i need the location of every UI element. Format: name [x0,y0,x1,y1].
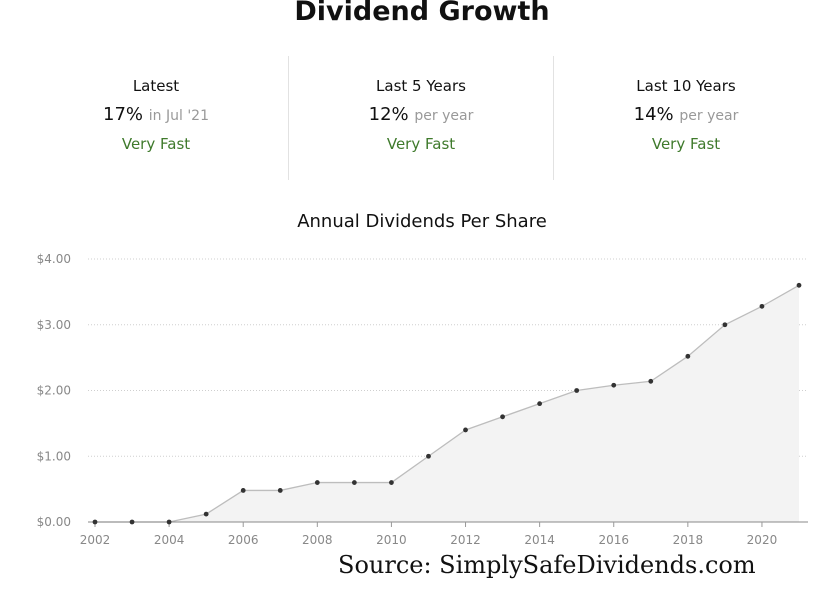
data-point [277,488,283,493]
x-tick-label: 2006 [228,533,259,547]
x-tick-label: 2010 [376,533,407,547]
x-tick-label: 2020 [747,533,778,547]
data-point [574,388,580,393]
y-tick-label: $0.00 [37,515,71,529]
chart-title: Annual Dividends Per Share [297,211,547,232]
stats-row: Latest 17% in Jul '21 Very Fast Last 5 Y… [24,56,816,180]
y-tick-label: $4.00 [37,252,71,266]
x-tick-label: 2012 [450,533,481,547]
page-title: Dividend Growth [294,0,550,27]
data-point [129,519,135,525]
stat-value: 17% [103,104,144,125]
data-point [166,519,172,525]
stat-value: 12% [368,104,409,125]
x-tick-label: 2018 [673,533,704,547]
stat-rating: Very Fast [386,135,456,153]
series-line [95,284,800,523]
data-point [389,480,394,485]
stat-unit: per year [414,108,474,124]
data-point [537,401,543,407]
x-tick-label: 2008 [302,533,333,547]
source-caption: Source: SimplySafeDividends.com [338,551,756,579]
data-point [463,427,468,433]
stat-label: Latest [132,77,180,95]
stat-unit: in Jul '21 [148,108,209,124]
data-point [351,480,357,485]
stat-latest: Latest 17% in Jul '21 Very Fast [24,56,289,180]
stat-rating: Very Fast [651,135,721,153]
data-point [500,414,505,420]
stat-rating: Very Fast [121,135,191,153]
data-point [426,453,431,459]
stat-value-line: 14% per year [554,104,816,125]
x-tick-label: 2002 [80,533,111,547]
stat-value-line: 17% in Jul '21 [24,104,288,125]
data-point [92,519,98,525]
data-point [240,488,246,493]
stat-last-5-years: Last 5 Years 12% per year Very Fast [289,56,554,180]
x-tick-label: 2014 [524,533,555,547]
data-point [611,382,617,388]
data-point [648,378,654,384]
area-fill [95,285,799,522]
x-tick-label: 2016 [598,533,629,547]
stat-label: Last 5 Years [376,77,466,95]
data-point [796,282,802,288]
data-point [722,322,728,328]
stat-last-10-years: Last 10 Years 14% per year Very Fast [554,56,816,180]
stat-unit: per year [679,108,739,124]
stat-value: 14% [633,104,674,125]
y-tick-label: $2.00 [37,384,71,398]
stat-value-line: 12% per year [289,104,553,125]
y-tick-label: $3.00 [37,318,71,332]
stat-label: Last 10 Years [636,77,736,95]
x-tick-label: 2004 [154,533,185,547]
y-tick-label: $1.00 [37,449,71,463]
data-point [759,303,765,309]
data-point [203,511,209,517]
data-point [685,353,691,359]
data-point [314,480,320,485]
